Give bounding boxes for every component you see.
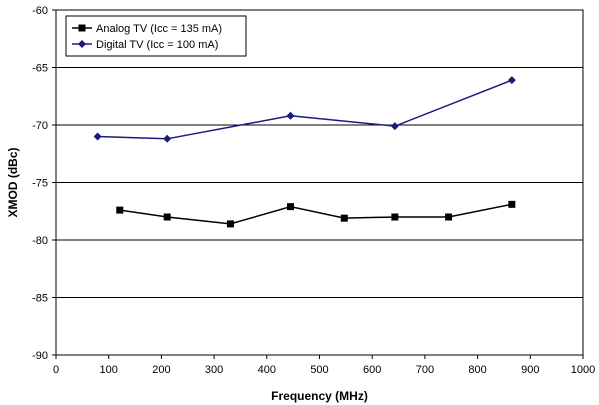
data-point <box>340 214 348 222</box>
series-digital-tv <box>93 76 516 143</box>
data-point <box>78 24 86 32</box>
x-tick-label: 1000 <box>571 364 595 376</box>
data-point <box>287 203 295 211</box>
y-tick-label: -60 <box>32 5 48 17</box>
y-tick-label: -75 <box>32 178 48 190</box>
x-tick-label: 300 <box>205 364 223 376</box>
data-point <box>226 220 234 228</box>
x-tick-label: 400 <box>258 364 276 376</box>
x-axis-ticks: 0 100 200 300 400 500 600 700 800 900 1000 <box>53 355 595 376</box>
x-tick-label: 900 <box>521 364 539 376</box>
data-point <box>163 134 172 143</box>
y-tick-label: -70 <box>32 120 48 132</box>
data-point <box>390 122 399 131</box>
x-tick-label: 200 <box>152 364 170 376</box>
legend: Analog TV (Icc = 135 mA) Digital TV (Icc … <box>65 15 247 57</box>
data-point <box>445 213 453 221</box>
x-tick-label: 0 <box>53 364 59 376</box>
x-tick-label: 800 <box>468 364 486 376</box>
x-axis-title: Frequency (MHz) <box>271 389 368 403</box>
y-axis-ticks: -90 -85 -80 -75 -70 -65 -60 <box>32 5 56 362</box>
data-point <box>116 206 124 214</box>
legend-entry: Analog TV (Icc = 135 mA) <box>72 23 222 35</box>
data-point <box>507 76 516 85</box>
data-point <box>163 213 171 221</box>
y-axis-title: XMOD (dBc) <box>6 148 20 218</box>
x-tick-label: 100 <box>100 364 118 376</box>
series-line <box>119 203 513 225</box>
series-line <box>97 79 513 140</box>
legend-box <box>65 15 247 57</box>
data-point <box>391 213 399 221</box>
grid-lines <box>56 67 583 298</box>
x-tick-label: 500 <box>310 364 328 376</box>
y-tick-label: -85 <box>32 293 48 305</box>
x-tick-label: 600 <box>363 364 381 376</box>
legend-label: Digital TV (Icc = 100 mA) <box>96 39 218 51</box>
y-tick-label: -90 <box>32 350 48 362</box>
data-point <box>286 111 295 120</box>
data-point <box>78 40 86 48</box>
y-tick-label: -65 <box>32 63 48 75</box>
data-point <box>93 132 102 141</box>
legend-entry: Digital TV (Icc = 100 mA) <box>72 39 218 51</box>
y-tick-label: -80 <box>32 235 48 247</box>
series-analog-tv <box>116 200 516 228</box>
legend-label: Analog TV (Icc = 135 mA) <box>96 23 222 35</box>
x-tick-label: 700 <box>416 364 434 376</box>
data-point <box>508 200 516 208</box>
series-group <box>93 76 516 228</box>
